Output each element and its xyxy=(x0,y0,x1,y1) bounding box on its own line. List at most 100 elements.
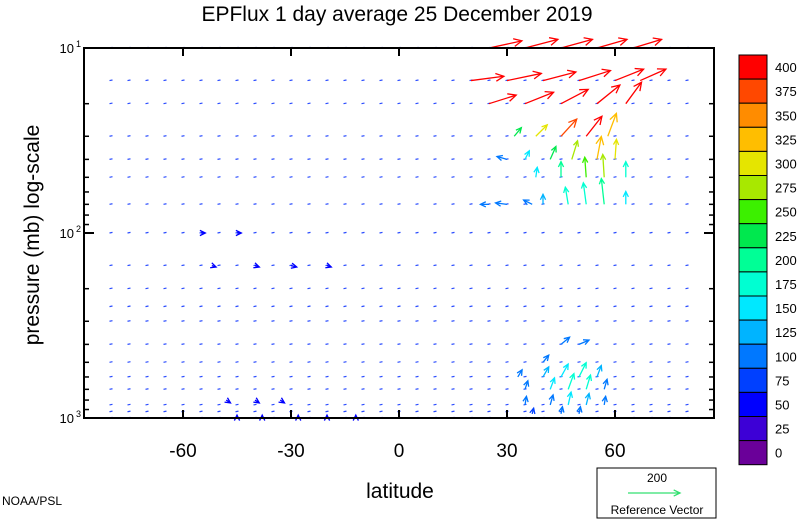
flux-vector-shaft xyxy=(524,150,530,160)
flux-vector-shaft xyxy=(523,199,533,205)
grid-arrow xyxy=(325,361,329,363)
grid-arrow xyxy=(649,305,653,308)
grid-arrow xyxy=(415,231,419,234)
flux-vector-head xyxy=(522,394,529,403)
grid-arrow xyxy=(541,176,545,178)
grid-arrow xyxy=(577,361,581,363)
flux-vector-head xyxy=(576,405,583,413)
grid-arrow xyxy=(577,320,581,322)
grid-arrow xyxy=(505,361,509,363)
grid-arrow xyxy=(433,375,437,378)
flux-vector xyxy=(524,37,560,49)
grid-arrow xyxy=(433,305,437,308)
flux-vector xyxy=(488,93,518,105)
grid-arrow xyxy=(343,403,347,406)
reference-vector-arrow xyxy=(628,489,682,497)
grid-arrow xyxy=(127,176,131,178)
grid-arrow xyxy=(235,343,239,345)
grid-arrow xyxy=(685,305,689,308)
grid-arrow xyxy=(487,320,491,322)
grid-arrow xyxy=(469,264,473,267)
grid-arrow xyxy=(415,343,419,345)
flux-vector xyxy=(523,379,530,390)
flux-vector-head xyxy=(512,38,524,47)
grid-arrow xyxy=(199,264,203,267)
grid-arrow xyxy=(415,102,419,105)
grid-arrow xyxy=(487,158,491,160)
grid-arrow xyxy=(415,158,419,160)
flux-vector-shaft xyxy=(596,136,602,160)
grid-arrow xyxy=(361,176,365,178)
grid-arrow xyxy=(613,375,617,378)
grid-arrow xyxy=(451,135,455,137)
grid-arrow xyxy=(163,320,167,322)
grid-arrow xyxy=(487,135,491,137)
grid-arrow xyxy=(379,375,383,378)
grid-arrow xyxy=(217,343,221,345)
colorbar-label: 25 xyxy=(775,422,789,437)
grid-arrow xyxy=(199,287,203,290)
grid-arrow xyxy=(343,158,347,160)
grid-arrow xyxy=(397,264,401,267)
grid-arrow xyxy=(361,320,365,322)
grid-arrow xyxy=(253,410,257,413)
grid-arrow xyxy=(145,388,149,390)
grid-arrow xyxy=(127,305,131,308)
flux-vector-shaft xyxy=(470,75,504,82)
grid-arrow xyxy=(649,203,653,205)
grid-arrow xyxy=(595,203,599,205)
grid-arrow xyxy=(271,102,275,105)
flux-vector-head xyxy=(563,185,570,194)
grid-arrow xyxy=(109,403,113,406)
grid-arrow xyxy=(613,135,617,137)
credit-label: NOAA/PSL xyxy=(2,494,62,508)
grid-arrow xyxy=(235,102,239,105)
grid-arrow xyxy=(163,287,167,290)
grid-arrow xyxy=(577,176,581,178)
colorbar-swatch xyxy=(738,126,768,152)
grid-arrow xyxy=(397,403,401,406)
grid-arrow xyxy=(181,135,185,137)
flux-vector-head xyxy=(581,361,587,369)
flux-vector xyxy=(607,111,618,137)
grid-arrow xyxy=(361,158,365,160)
grid-arrow xyxy=(523,264,527,267)
grid-arrow xyxy=(577,264,581,267)
flux-vector xyxy=(632,37,664,49)
grid-arrow xyxy=(361,79,365,82)
flux-vector-head xyxy=(478,201,487,208)
flux-vector xyxy=(578,361,587,378)
grid-arrow xyxy=(343,320,347,322)
grid-arrow xyxy=(127,158,131,160)
flux-vector-head xyxy=(523,379,530,387)
grid-arrow xyxy=(505,388,509,390)
flux-vector xyxy=(558,405,565,415)
grid-arrow xyxy=(397,231,401,234)
flux-vector-shaft xyxy=(560,336,570,345)
grid-arrow xyxy=(631,361,635,363)
grid-arrow xyxy=(271,320,275,322)
flux-vector xyxy=(639,68,668,82)
colorbar-swatch xyxy=(738,271,768,297)
grid-arrow xyxy=(685,231,689,234)
grid-arrow xyxy=(433,361,437,363)
grid-arrow xyxy=(127,203,131,205)
flux-vector-head xyxy=(618,37,629,46)
grid-arrow xyxy=(379,361,383,363)
grid-arrow xyxy=(649,102,653,105)
grid-arrow xyxy=(451,305,455,308)
grid-arrow xyxy=(109,343,113,345)
flux-vector xyxy=(560,88,590,105)
flux-vector-shaft xyxy=(488,94,517,105)
grid-arrow xyxy=(109,375,113,378)
flux-vector-head xyxy=(583,37,594,46)
grid-arrow xyxy=(127,102,131,105)
flux-vector-shaft xyxy=(607,113,617,137)
grid-arrow xyxy=(613,176,617,178)
grid-arrow xyxy=(577,102,581,105)
grid-arrow xyxy=(289,79,293,82)
grid-arrow xyxy=(253,264,257,267)
grid-arrow xyxy=(415,375,419,378)
grid-arrow xyxy=(145,158,149,160)
